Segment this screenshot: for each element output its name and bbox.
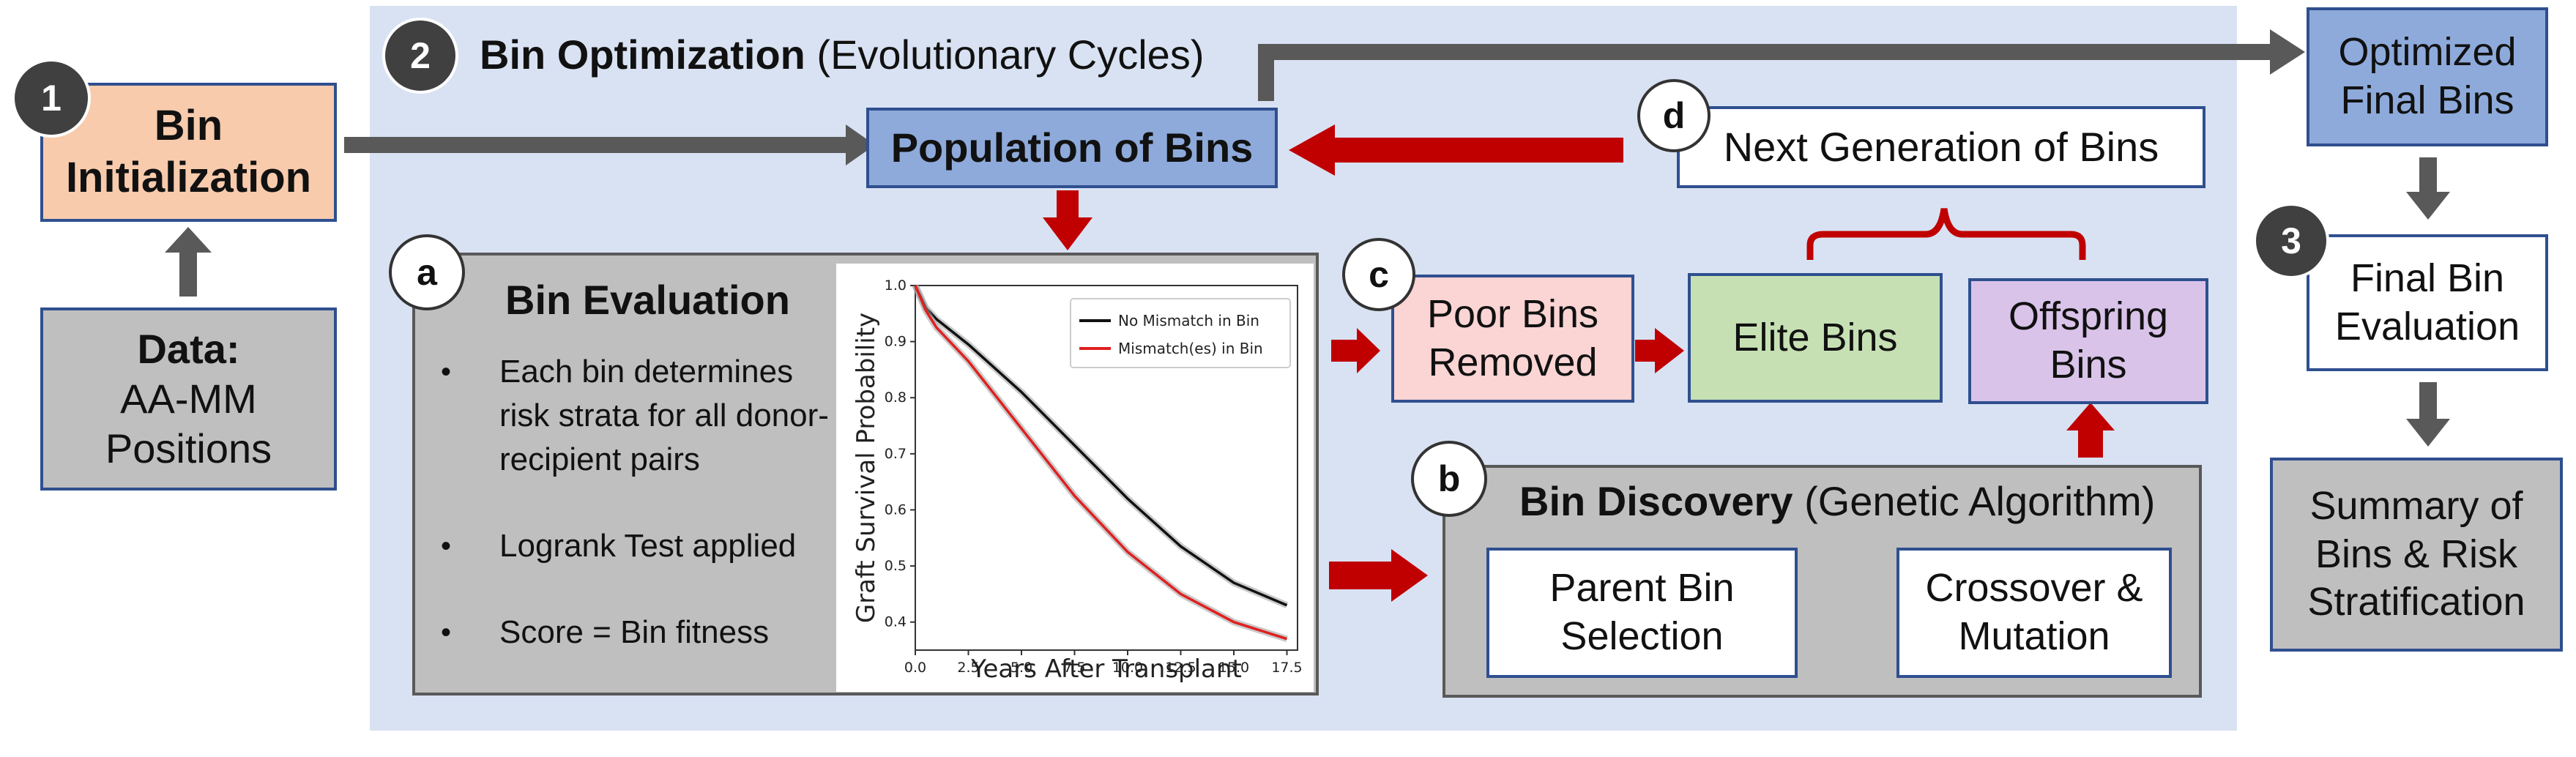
- parent-selection-box: Parent Bin Selection: [1486, 548, 1798, 678]
- optimized-bins-label: Optimized Final Bins: [2338, 30, 2517, 122]
- summary-box: Summary of Bins & Risk Stratification: [2270, 458, 2563, 652]
- offspring-bins-label: Offspring Bins: [2008, 294, 2169, 387]
- step-1-badge: 1: [12, 59, 91, 138]
- final-evaluation-label: Final Bin Evaluation: [2334, 256, 2520, 348]
- bin-discovery-title-rest: (Genetic Algorithm): [1804, 478, 2156, 524]
- optimized-to-final-arrow: [2406, 157, 2450, 220]
- x-tick-label: 17.5: [1271, 660, 1302, 676]
- survival-chart-svg: 0.0 2.5 5.0 7.5 10.0 12.5 15.0 17.5 0.4 0.5 0.6 0.7…: [852, 277, 1303, 684]
- next-generation-label: Next Generation of Bins: [1723, 123, 2159, 170]
- bullet-item: • Each bin determines risk strata for all…: [441, 354, 829, 477]
- x-tick-label: 10.0: [1112, 660, 1143, 676]
- population-to-optimized-arrow: [1258, 29, 2305, 101]
- plot-frame: [915, 285, 1298, 651]
- bullet-item: • Logrank Test applied: [441, 528, 797, 564]
- population-box: Population of Bins: [866, 108, 1278, 188]
- offspring-bins-box: Offspring Bins: [1968, 278, 2208, 404]
- x-tick-label: 7.5: [1063, 660, 1085, 676]
- bin-discovery-title: Bin Discovery (Genetic Algorithm): [1519, 476, 2155, 527]
- y-axis-label: Graft Survival Probability: [852, 313, 881, 623]
- y-tick-label: 1.0: [885, 277, 907, 294]
- bin-evaluation-bullets: • Each bin determines risk strata for all…: [419, 350, 836, 697]
- x-tick-label: 0.0: [904, 660, 926, 676]
- step-b-badge: b: [1411, 441, 1487, 517]
- evaluation-to-discovery-arrow: [1329, 549, 1428, 602]
- y-tick-label: 0.9: [885, 334, 907, 350]
- step-c-badge: c: [1342, 238, 1415, 311]
- poor-bins-box: Poor Bins Removed: [1391, 275, 1634, 403]
- population-label: Population of Bins: [890, 124, 1254, 171]
- x-tick-label: 2.5: [957, 660, 979, 676]
- bin-initialization-label: Bin Initialization: [65, 102, 312, 201]
- x-tick-label: 5.0: [1010, 660, 1032, 676]
- x-tick-label: 12.5: [1165, 660, 1196, 676]
- optimized-bins-box: Optimized Final Bins: [2307, 7, 2548, 146]
- bin-initialization-box: Bin Initialization: [40, 83, 337, 222]
- data-line-2: Positions: [105, 425, 272, 472]
- next-generation-box: Next Generation of Bins: [1677, 106, 2205, 188]
- population-to-evaluation-arrow: [1043, 190, 1092, 250]
- data-title: Data:: [137, 325, 240, 372]
- evaluation-to-poor-arrow: [1331, 328, 1380, 373]
- step-2-badge: 2: [382, 18, 458, 94]
- optimization-title-rest: (Evolutionary Cycles): [816, 31, 1205, 78]
- legend-label: Mismatch(es) in Bin: [1118, 340, 1263, 357]
- init-to-population-arrow: [344, 124, 875, 165]
- survival-chart: 0.0 2.5 5.0 7.5 10.0 12.5 15.0 17.5 0.4 0.5 0.6 0.7…: [836, 264, 1314, 692]
- data-box: Data: AA-MM Positions: [40, 307, 337, 491]
- final-evaluation-box: Final Bin Evaluation: [2307, 234, 2548, 371]
- bullet-text: Score = Bin fitness: [499, 614, 770, 650]
- summary-label: Summary of Bins & Risk Stratification: [2307, 483, 2525, 624]
- bullet-text: Logrank Test applied: [499, 528, 797, 564]
- offspring-bracket: [1806, 208, 2086, 260]
- data-line-1: AA-MM: [120, 375, 257, 422]
- legend-box: [1070, 298, 1291, 368]
- y-tick-label: 0.4: [885, 614, 907, 630]
- step-d-badge: d: [1637, 79, 1710, 152]
- nextgen-to-population-arrow: [1289, 124, 1623, 176]
- y-tick-label: 0.6: [885, 501, 907, 518]
- poor-bins-label: Poor Bins Removed: [1426, 291, 1599, 384]
- crossover-box: Crossover & Mutation: [1896, 548, 2172, 678]
- y-tick-label: 0.5: [885, 558, 907, 574]
- bullet-item: • Score = Bin fitness: [441, 614, 770, 650]
- final-to-summary-arrow: [2406, 382, 2450, 447]
- elite-bins-box: Elite Bins: [1688, 273, 1943, 403]
- discovery-to-offspring-arrow: [2066, 403, 2115, 458]
- step-a-badge: a: [389, 234, 465, 310]
- optimization-title-bold: Bin Optimization: [480, 31, 805, 78]
- parent-selection-label: Parent Bin Selection: [1549, 566, 1735, 658]
- series-line: [914, 285, 1288, 641]
- x-tick-label: 15.0: [1218, 660, 1249, 676]
- y-tick-label: 0.8: [885, 389, 907, 406]
- legend-label: No Mismatch in Bin: [1118, 312, 1259, 329]
- x-axis-label: Years After Transplant: [970, 655, 1242, 684]
- bin-evaluation-title: Bin Evaluation: [505, 277, 790, 323]
- y-tick-label: 0.7: [885, 446, 907, 462]
- poor-to-elite-arrow: [1635, 328, 1684, 373]
- bullet-text: Each bin determines risk strata for all …: [499, 354, 829, 477]
- step-3-badge: 3: [2253, 203, 2329, 279]
- elite-bins-label: Elite Bins: [1732, 315, 1898, 359]
- optimization-title: Bin Optimization (Evolutionary Cycles): [480, 29, 1204, 81]
- bin-discovery-title-bold: Bin Discovery: [1519, 478, 1793, 524]
- data-to-init-arrow: [165, 227, 212, 297]
- crossover-label: Crossover & Mutation: [1925, 566, 2143, 658]
